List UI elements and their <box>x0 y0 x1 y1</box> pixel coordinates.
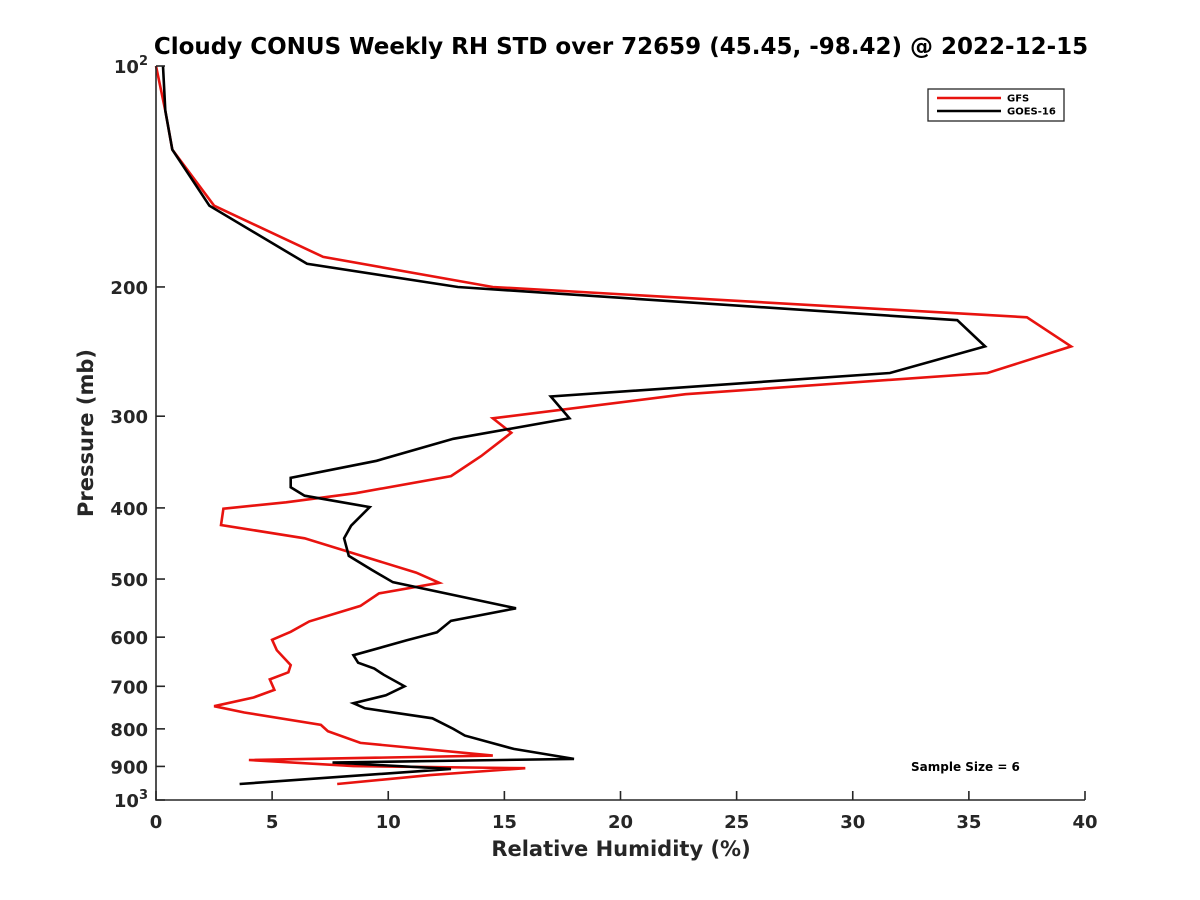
y-tick-label: 600 <box>110 628 148 649</box>
y-tick-label: 300 <box>110 407 148 428</box>
y-tick-label: 900 <box>110 757 148 778</box>
legend: GFS GOES-16 <box>927 88 1065 122</box>
x-tick-label: 40 <box>1072 812 1097 833</box>
x-tick-label: 15 <box>492 812 517 833</box>
y-axis-label: Pressure (mb) <box>74 349 98 517</box>
y-tick-label: 500 <box>110 570 148 591</box>
y-tick-label: 700 <box>110 677 148 698</box>
legend-box <box>927 88 1065 122</box>
x-tick-label: 35 <box>956 812 981 833</box>
y-tick-label: 400 <box>110 499 148 520</box>
x-tick-label: 20 <box>608 812 633 833</box>
x-tick-label: 25 <box>724 812 749 833</box>
series-line-gfs <box>154 65 1075 786</box>
series-line-goes-16 <box>161 65 988 786</box>
chart-title: Cloudy CONUS Weekly RH STD over 72659 (4… <box>154 34 1088 60</box>
y-tick-label: 200 <box>110 278 148 299</box>
y-axis-ticks: 102 200 300 400 500 600 700 800 900 103 <box>110 54 165 812</box>
x-tick-label: 0 <box>150 812 163 833</box>
sample-size-annotation: Sample Size = 6 <box>911 760 1020 774</box>
x-axis-ticks: 0 5 10 15 20 25 30 35 40 <box>150 791 1098 833</box>
x-tick-label: 10 <box>376 812 401 833</box>
y-tick-label: 800 <box>110 720 148 741</box>
x-axis-label: Relative Humidity (%) <box>491 837 750 861</box>
y-tick-label: 102 <box>114 54 148 78</box>
legend-label: GOES-16 <box>1007 107 1056 118</box>
plot-series <box>154 65 1075 786</box>
x-tick-label: 30 <box>840 812 865 833</box>
plot-axes <box>155 66 1085 801</box>
legend-label: GFS <box>1007 94 1029 105</box>
x-tick-label: 5 <box>266 812 279 833</box>
y-tick-label: 103 <box>114 788 148 812</box>
